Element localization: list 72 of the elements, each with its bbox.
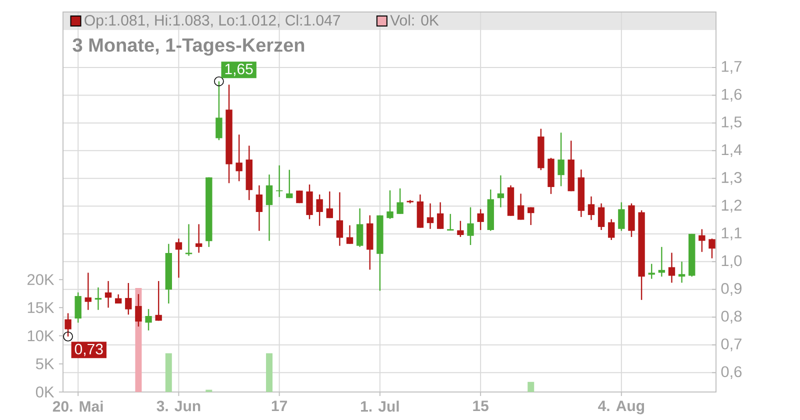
x-tick-label: 17 bbox=[272, 400, 288, 412]
candlestick bbox=[326, 190, 333, 219]
candlestick bbox=[104, 280, 112, 308]
candlestick bbox=[678, 261, 686, 284]
candlestick bbox=[708, 238, 716, 259]
legend-label: Op:1.081, Hi:1.083, Lo:1.012, Cl:1.047 bbox=[84, 14, 340, 29]
candlestick bbox=[588, 196, 595, 221]
candlestick bbox=[396, 188, 404, 215]
candlestick bbox=[135, 293, 142, 328]
candlestick bbox=[618, 202, 625, 232]
candlestick bbox=[517, 193, 524, 220]
bar bbox=[528, 382, 534, 392]
candlestick bbox=[125, 282, 132, 316]
y-tick-label: 0,8 bbox=[721, 310, 742, 324]
candlestick bbox=[306, 184, 313, 220]
candlestick bbox=[436, 202, 444, 230]
bar bbox=[266, 353, 273, 392]
candlestick bbox=[336, 192, 344, 246]
candlestick bbox=[477, 208, 484, 231]
y-tick-label: 0,6 bbox=[721, 366, 742, 379]
candlestick bbox=[256, 184, 263, 232]
candlestick bbox=[698, 228, 706, 253]
candlestick bbox=[316, 194, 323, 226]
candlestick bbox=[528, 206, 534, 226]
candlestick bbox=[608, 218, 615, 241]
y2-tick-label: 0K bbox=[36, 386, 54, 398]
x-tick-label: 15 bbox=[473, 400, 488, 412]
y-tick-label: 1,1 bbox=[722, 228, 742, 240]
y-tick-label: 0,9 bbox=[721, 282, 742, 296]
candlestick bbox=[74, 292, 82, 324]
y-tick-label: 1,0 bbox=[722, 255, 742, 268]
candlestick bbox=[356, 208, 364, 248]
candlestick bbox=[346, 224, 354, 244]
candlestick bbox=[467, 206, 474, 246]
legend-label: Vol: 0K bbox=[390, 14, 439, 26]
y-tick-label: 0,7 bbox=[721, 338, 742, 352]
y-tick-label: 1,6 bbox=[722, 88, 742, 102]
annotation: 0,73 bbox=[74, 344, 103, 356]
x-tick-label: 4. Aug bbox=[598, 400, 644, 414]
text: 3 Monate, 1-Tages-Kerzen bbox=[72, 38, 304, 56]
candlestick bbox=[286, 169, 293, 199]
candlestick bbox=[266, 174, 273, 242]
x-tick-label: 3. Jun bbox=[156, 400, 200, 412]
candlestick bbox=[426, 202, 434, 230]
candlestick bbox=[457, 220, 464, 238]
x-tick-label: 1. Jul bbox=[361, 400, 399, 412]
y2-tick-label: 15K bbox=[28, 302, 54, 314]
y-tick-label: 1,3 bbox=[722, 172, 742, 185]
candlestick bbox=[84, 272, 92, 310]
y-tick-label: 1,7 bbox=[722, 61, 742, 74]
y-tick-label: 1,2 bbox=[722, 200, 742, 213]
candlestick bbox=[155, 280, 162, 322]
candlestick bbox=[175, 238, 182, 278]
candlestick bbox=[447, 213, 454, 232]
annotation: 1,65 bbox=[225, 64, 253, 76]
candlestick bbox=[386, 190, 394, 220]
y2-tick-label: 20K bbox=[28, 274, 54, 286]
candlestick bbox=[497, 174, 504, 208]
candlestick bbox=[648, 263, 655, 280]
x-tick-label: 20. Mai bbox=[52, 400, 103, 412]
candlestick bbox=[558, 132, 564, 187]
bar bbox=[165, 353, 172, 392]
candlestick bbox=[668, 252, 676, 284]
y2-tick-label: 10K bbox=[28, 330, 54, 342]
y2-tick-label: 5K bbox=[36, 358, 54, 370]
y-tick-label: 1,5 bbox=[722, 116, 742, 130]
candlestick bbox=[296, 190, 303, 204]
candlestick bbox=[236, 134, 242, 182]
candlestick bbox=[145, 308, 152, 332]
y-tick-label: 1,4 bbox=[722, 144, 742, 157]
candlestick bbox=[598, 202, 605, 231]
candlestick bbox=[195, 224, 202, 254]
